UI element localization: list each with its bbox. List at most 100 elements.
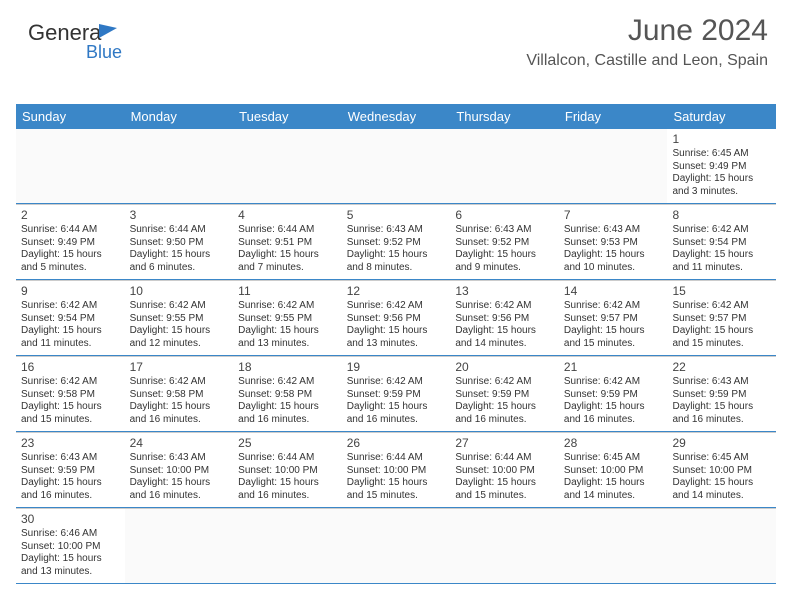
- sunrise-text: Sunrise: 6:44 AM: [21, 224, 120, 237]
- dayhdr-fri: Friday: [559, 104, 668, 129]
- day-cell: [559, 129, 668, 203]
- sunset-text: Sunset: 9:58 PM: [238, 389, 337, 402]
- sunrise-text: Sunrise: 6:42 AM: [672, 224, 771, 237]
- day-number: 26: [347, 436, 446, 451]
- day-cell: 16Sunrise: 6:42 AMSunset: 9:58 PMDayligh…: [16, 356, 125, 431]
- daylight-text: Daylight: 15 hours and 13 minutes.: [238, 325, 337, 350]
- sunset-text: Sunset: 10:00 PM: [347, 465, 446, 478]
- day-number: 3: [130, 208, 229, 223]
- day-number: 27: [455, 436, 554, 451]
- sunset-text: Sunset: 9:52 PM: [347, 237, 446, 250]
- day-cell: 6Sunrise: 6:43 AMSunset: 9:52 PMDaylight…: [450, 204, 559, 279]
- day-cell: [125, 508, 234, 583]
- sunrise-text: Sunrise: 6:43 AM: [347, 224, 446, 237]
- sunrise-text: Sunrise: 6:44 AM: [347, 452, 446, 465]
- sunset-text: Sunset: 10:00 PM: [130, 465, 229, 478]
- day-cell: 21Sunrise: 6:42 AMSunset: 9:59 PMDayligh…: [559, 356, 668, 431]
- day-cell: [450, 508, 559, 583]
- day-cell: 10Sunrise: 6:42 AMSunset: 9:55 PMDayligh…: [125, 280, 234, 355]
- daylight-text: Daylight: 15 hours and 7 minutes.: [238, 249, 337, 274]
- week-row: 1Sunrise: 6:45 AMSunset: 9:49 PMDaylight…: [16, 129, 776, 204]
- dayhdr-mon: Monday: [125, 104, 234, 129]
- sunset-text: Sunset: 9:51 PM: [238, 237, 337, 250]
- day-cell: [342, 129, 451, 203]
- day-number: 8: [672, 208, 771, 223]
- day-cell: 26Sunrise: 6:44 AMSunset: 10:00 PMDaylig…: [342, 432, 451, 507]
- sunrise-text: Sunrise: 6:42 AM: [130, 376, 229, 389]
- dayhdr-tue: Tuesday: [233, 104, 342, 129]
- daylight-text: Daylight: 15 hours and 12 minutes.: [130, 325, 229, 350]
- sunset-text: Sunset: 9:57 PM: [672, 313, 771, 326]
- header-right: June 2024 Villalcon, Castille and Leon, …: [526, 14, 768, 70]
- sunrise-text: Sunrise: 6:44 AM: [455, 452, 554, 465]
- day-number: 9: [21, 284, 120, 299]
- day-cell: 4Sunrise: 6:44 AMSunset: 9:51 PMDaylight…: [233, 204, 342, 279]
- daylight-text: Daylight: 15 hours and 16 minutes.: [455, 401, 554, 426]
- day-number: 20: [455, 360, 554, 375]
- day-cell: 20Sunrise: 6:42 AMSunset: 9:59 PMDayligh…: [450, 356, 559, 431]
- day-cell: 1Sunrise: 6:45 AMSunset: 9:49 PMDaylight…: [667, 129, 776, 203]
- day-cell: [125, 129, 234, 203]
- daylight-text: Daylight: 15 hours and 6 minutes.: [130, 249, 229, 274]
- day-number: 17: [130, 360, 229, 375]
- calendar-grid: Sunday Monday Tuesday Wednesday Thursday…: [16, 104, 776, 584]
- daylight-text: Daylight: 15 hours and 14 minutes.: [455, 325, 554, 350]
- sunset-text: Sunset: 10:00 PM: [455, 465, 554, 478]
- day-cell: [667, 508, 776, 583]
- day-cell: 30Sunrise: 6:46 AMSunset: 10:00 PMDaylig…: [16, 508, 125, 583]
- sunrise-text: Sunrise: 6:42 AM: [455, 300, 554, 313]
- daylight-text: Daylight: 15 hours and 16 minutes.: [564, 401, 663, 426]
- week-row: 2Sunrise: 6:44 AMSunset: 9:49 PMDaylight…: [16, 204, 776, 280]
- day-number: 11: [238, 284, 337, 299]
- daylight-text: Daylight: 15 hours and 16 minutes.: [672, 401, 771, 426]
- sunset-text: Sunset: 9:56 PM: [455, 313, 554, 326]
- daylight-text: Daylight: 15 hours and 13 minutes.: [21, 553, 120, 578]
- daylight-text: Daylight: 15 hours and 16 minutes.: [130, 477, 229, 502]
- sunset-text: Sunset: 9:59 PM: [672, 389, 771, 402]
- sunset-text: Sunset: 10:00 PM: [672, 465, 771, 478]
- day-cell: 13Sunrise: 6:42 AMSunset: 9:56 PMDayligh…: [450, 280, 559, 355]
- day-cell: 22Sunrise: 6:43 AMSunset: 9:59 PMDayligh…: [667, 356, 776, 431]
- sunset-text: Sunset: 9:59 PM: [347, 389, 446, 402]
- daylight-text: Daylight: 15 hours and 13 minutes.: [347, 325, 446, 350]
- day-cell: [559, 508, 668, 583]
- sunrise-text: Sunrise: 6:42 AM: [21, 376, 120, 389]
- sunrise-text: Sunrise: 6:43 AM: [455, 224, 554, 237]
- day-cell: 7Sunrise: 6:43 AMSunset: 9:53 PMDaylight…: [559, 204, 668, 279]
- brand-logo: Genera Blue: [28, 20, 122, 63]
- daylight-text: Daylight: 15 hours and 16 minutes.: [347, 401, 446, 426]
- sunset-text: Sunset: 10:00 PM: [238, 465, 337, 478]
- sunrise-text: Sunrise: 6:46 AM: [21, 528, 120, 541]
- day-cell: 12Sunrise: 6:42 AMSunset: 9:56 PMDayligh…: [342, 280, 451, 355]
- daylight-text: Daylight: 15 hours and 11 minutes.: [672, 249, 771, 274]
- day-number: 4: [238, 208, 337, 223]
- sunrise-text: Sunrise: 6:43 AM: [672, 376, 771, 389]
- sunset-text: Sunset: 10:00 PM: [564, 465, 663, 478]
- daylight-text: Daylight: 15 hours and 14 minutes.: [672, 477, 771, 502]
- day-cell: 17Sunrise: 6:42 AMSunset: 9:58 PMDayligh…: [125, 356, 234, 431]
- day-cell: 27Sunrise: 6:44 AMSunset: 10:00 PMDaylig…: [450, 432, 559, 507]
- sunrise-text: Sunrise: 6:45 AM: [564, 452, 663, 465]
- week-row: 23Sunrise: 6:43 AMSunset: 9:59 PMDayligh…: [16, 432, 776, 508]
- day-cell: 11Sunrise: 6:42 AMSunset: 9:55 PMDayligh…: [233, 280, 342, 355]
- dayhdr-sat: Saturday: [667, 104, 776, 129]
- day-cell: [16, 129, 125, 203]
- sunrise-text: Sunrise: 6:43 AM: [21, 452, 120, 465]
- sunrise-text: Sunrise: 6:42 AM: [21, 300, 120, 313]
- daylight-text: Daylight: 15 hours and 16 minutes.: [238, 477, 337, 502]
- day-cell: 29Sunrise: 6:45 AMSunset: 10:00 PMDaylig…: [667, 432, 776, 507]
- day-cell: 15Sunrise: 6:42 AMSunset: 9:57 PMDayligh…: [667, 280, 776, 355]
- day-number: 15: [672, 284, 771, 299]
- day-cell: 24Sunrise: 6:43 AMSunset: 10:00 PMDaylig…: [125, 432, 234, 507]
- sunset-text: Sunset: 9:58 PM: [21, 389, 120, 402]
- daylight-text: Daylight: 15 hours and 15 minutes.: [564, 325, 663, 350]
- day-header-row: Sunday Monday Tuesday Wednesday Thursday…: [16, 104, 776, 129]
- day-number: 12: [347, 284, 446, 299]
- daylight-text: Daylight: 15 hours and 5 minutes.: [21, 249, 120, 274]
- daylight-text: Daylight: 15 hours and 10 minutes.: [564, 249, 663, 274]
- day-cell: 8Sunrise: 6:42 AMSunset: 9:54 PMDaylight…: [667, 204, 776, 279]
- day-cell: 14Sunrise: 6:42 AMSunset: 9:57 PMDayligh…: [559, 280, 668, 355]
- day-cell: 28Sunrise: 6:45 AMSunset: 10:00 PMDaylig…: [559, 432, 668, 507]
- day-number: 14: [564, 284, 663, 299]
- week-row: 9Sunrise: 6:42 AMSunset: 9:54 PMDaylight…: [16, 280, 776, 356]
